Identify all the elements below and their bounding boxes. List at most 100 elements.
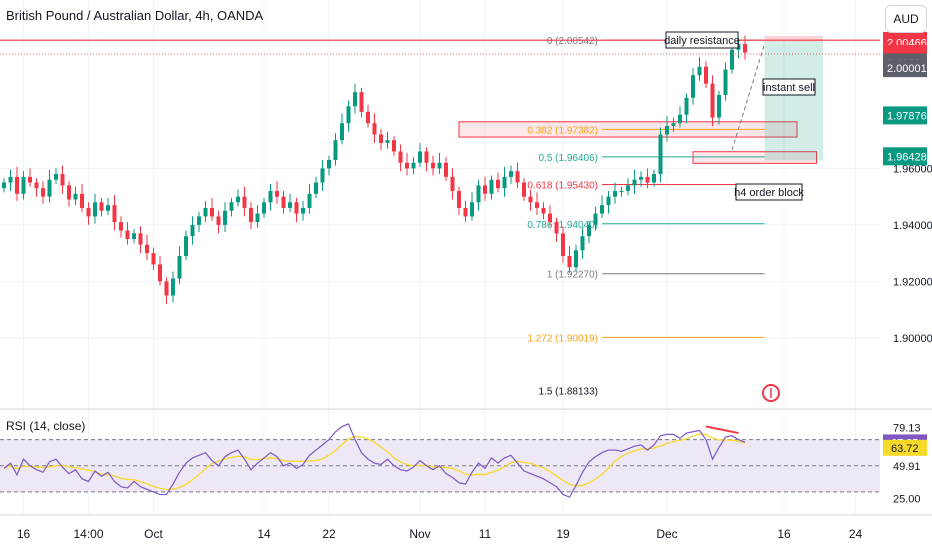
candle-body <box>600 205 604 214</box>
candle-body <box>658 134 663 175</box>
candle-body <box>281 196 286 208</box>
candle-body <box>47 179 52 197</box>
candle-body <box>463 207 468 217</box>
candle-body <box>515 171 520 183</box>
time-tick-label: Dec <box>656 527 677 541</box>
candle-body <box>645 176 650 183</box>
candle-body <box>171 278 175 296</box>
candle-body <box>593 213 598 225</box>
time-tick-label: 24 <box>849 527 863 541</box>
candle-body <box>411 162 416 169</box>
candle-body <box>385 140 390 143</box>
candle-body <box>652 174 656 183</box>
candle-body <box>359 92 364 112</box>
candle-body <box>262 202 266 214</box>
candle-body <box>587 224 591 237</box>
candle-body <box>476 185 481 203</box>
candle-body <box>483 185 487 194</box>
candle-body <box>684 97 689 115</box>
overlay-drawings: daily resistance instant sell h4 order blo… <box>0 31 880 402</box>
candle-body <box>2 182 6 189</box>
candle-body <box>80 193 84 208</box>
candle-body <box>398 151 403 163</box>
candle-body <box>340 123 344 141</box>
instant_sell-label: instant sell <box>763 82 815 94</box>
candle-body <box>372 123 377 135</box>
candle-body <box>444 162 448 177</box>
zones <box>458 35 823 164</box>
time-tick-label: Nov <box>409 527 430 541</box>
candle-body <box>236 196 240 203</box>
candle-body <box>294 202 299 214</box>
projection-line <box>731 43 765 151</box>
candle-body <box>606 196 611 206</box>
axes: 1.960001.940001.920001.900002.007052.004… <box>17 32 932 541</box>
candle-body <box>489 179 494 194</box>
time-tick-label: 11 <box>479 527 492 541</box>
time-tick-label: 22 <box>322 527 336 541</box>
rsi-line <box>3 423 746 498</box>
stop-loss-zone <box>764 35 823 42</box>
candle-body <box>743 44 747 53</box>
candle-body <box>437 162 442 169</box>
currency-selector[interactable]: AUD <box>885 5 927 33</box>
candle-body <box>424 151 429 163</box>
candle-body <box>561 233 565 256</box>
candle-body <box>164 281 169 296</box>
candle-body <box>450 176 455 191</box>
fib-label: 1.272 (1.90019) <box>527 333 598 344</box>
candle-body <box>470 202 474 217</box>
candle-body <box>184 236 188 256</box>
candle-body <box>203 207 208 217</box>
fib-label: 0.382 (1.97382) <box>527 125 598 136</box>
candle-body <box>502 176 507 189</box>
candle-body <box>119 222 123 231</box>
candle-body <box>67 185 71 200</box>
candle-body <box>639 176 643 180</box>
candle-body <box>509 171 513 177</box>
candlestick-series <box>2 35 747 304</box>
rsi-ma-line <box>3 433 746 491</box>
fib-label: 0.618 (1.95430) <box>527 180 598 191</box>
candle-body <box>138 233 143 245</box>
candle-body <box>73 193 78 200</box>
candle-body <box>86 207 91 217</box>
candle-body <box>528 196 533 203</box>
candle-body <box>580 236 585 251</box>
rsi-tag <box>883 439 927 456</box>
candle-body <box>541 207 546 214</box>
candle-body <box>268 190 273 203</box>
candle-body <box>93 202 97 217</box>
candle-body <box>613 190 617 197</box>
candle-body <box>522 182 526 197</box>
candle-body <box>223 210 227 225</box>
daily_resistance-box <box>665 31 739 49</box>
candle-body <box>678 114 682 124</box>
candle-body <box>717 94 721 118</box>
fib-label: 1 (1.92270) <box>547 270 598 281</box>
candle-body <box>548 213 552 223</box>
candle-body <box>125 230 130 240</box>
candle-body <box>307 193 312 208</box>
candle-body <box>8 176 13 183</box>
candle-body <box>229 202 234 211</box>
candle-body <box>15 176 19 194</box>
h4_order_block-label: h4 order block <box>734 187 804 199</box>
candle-body <box>314 182 318 194</box>
candle-body <box>535 202 539 208</box>
price-tag <box>883 59 927 78</box>
h4-order-block-zone <box>692 151 817 164</box>
candle-body <box>405 162 409 169</box>
fib-label: 0 (2.00542) <box>547 36 598 47</box>
candle-body <box>99 202 104 211</box>
candle-body <box>327 159 331 169</box>
chart-title: British Pound / Australian Dollar, 4h, O… <box>6 8 264 23</box>
h4_order_block-box <box>735 183 803 201</box>
candle-body <box>60 174 65 186</box>
candle-body <box>34 182 39 189</box>
price-tag-label: 1.97876 <box>887 110 927 122</box>
candle-body <box>496 179 500 189</box>
candle-body <box>366 111 370 124</box>
candle-body <box>158 264 162 282</box>
